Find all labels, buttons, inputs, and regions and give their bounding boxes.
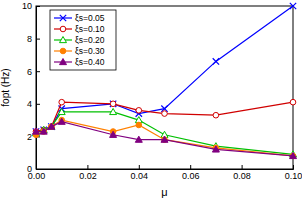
marker <box>110 101 116 107</box>
legend-marker <box>60 15 66 21</box>
marker <box>48 123 55 129</box>
tick-label: 4 <box>27 99 32 109</box>
plot: 0.000.020.040.060.080.100246810ξs=0.05ξs… <box>22 1 302 181</box>
tick-mark <box>36 71 40 72</box>
axis-line <box>37 165 294 170</box>
tick: 0 <box>27 164 40 174</box>
marker <box>110 101 116 107</box>
marker <box>213 112 219 118</box>
chart: 0.000.020.040.060.080.100246810ξs=0.05ξs… <box>0 0 302 199</box>
tick-mark <box>36 104 40 105</box>
marker <box>290 3 296 9</box>
series-line <box>36 122 293 156</box>
tick-label: 2 <box>27 132 32 142</box>
marker <box>136 108 142 114</box>
marker <box>290 152 297 158</box>
marker <box>41 129 47 135</box>
tick-label: 0.08 <box>233 171 251 181</box>
tick-mark <box>87 165 88 169</box>
legend: ξs=0.05ξs=0.10ξs=0.20ξs=0.30ξs=0.40 <box>50 10 116 70</box>
marker <box>49 124 55 130</box>
marker <box>49 124 55 130</box>
marker <box>135 136 142 142</box>
tick-mark <box>36 39 40 40</box>
x-axis-title: μ <box>161 186 167 198</box>
tick: 0.10 <box>285 165 302 181</box>
series-line <box>36 120 293 156</box>
legend-box <box>50 10 116 70</box>
tick: 10 <box>22 1 40 11</box>
tick-label: 10 <box>22 1 32 11</box>
marker <box>33 128 39 134</box>
legend-marker <box>60 48 66 54</box>
tick-label: 0.02 <box>79 171 97 181</box>
marker <box>110 108 117 114</box>
marker <box>213 58 219 64</box>
marker <box>48 123 55 129</box>
marker <box>290 99 296 105</box>
tick-label: 0 <box>27 164 32 174</box>
marker <box>40 128 47 134</box>
marks <box>33 3 297 159</box>
tick-mark <box>242 165 243 169</box>
y-axis-title: fopt (Hz) <box>0 68 11 106</box>
tick: 0.04 <box>131 165 149 181</box>
marker <box>161 136 168 142</box>
marker <box>162 137 168 143</box>
marker <box>33 129 39 135</box>
marker <box>212 146 219 152</box>
y-axis: 0 2 4 6 8 10 <box>22 1 40 174</box>
marker <box>110 131 117 137</box>
tick-label: 0.04 <box>131 171 149 181</box>
tick: 0.02 <box>79 165 97 181</box>
tick-label: 0.06 <box>182 171 200 181</box>
legend-marker <box>60 26 66 32</box>
tick: 4 <box>27 99 40 109</box>
marker <box>33 128 40 134</box>
marker <box>58 118 65 124</box>
legend-marker <box>60 37 67 43</box>
tick-label: 8 <box>27 34 32 44</box>
tick: 6 <box>27 67 40 77</box>
marker <box>162 111 168 117</box>
marker <box>290 153 296 159</box>
tick-label: 0.10 <box>285 171 302 181</box>
legend-marker <box>60 59 67 65</box>
marker <box>136 122 142 128</box>
tick-mark <box>293 165 294 169</box>
marker <box>58 108 65 114</box>
tick: 8 <box>27 34 40 44</box>
tick-label: 6 <box>27 67 32 77</box>
tick: 0.08 <box>233 165 251 181</box>
series-line <box>36 112 293 154</box>
tick-mark <box>190 165 191 169</box>
legend-label: ξs=0.40 <box>75 57 105 67</box>
axis-line <box>37 7 41 170</box>
tick-mark <box>36 169 40 170</box>
tick-mark <box>139 165 140 169</box>
series-line <box>36 6 293 132</box>
tick-mark <box>36 6 40 7</box>
series-line <box>36 102 293 131</box>
legend-label: ξs=0.10 <box>75 24 105 34</box>
marker <box>48 123 54 129</box>
x-axis: 0.000.020.040.060.080.10 <box>28 165 302 181</box>
marker <box>59 99 65 105</box>
legend-label: ξs=0.05 <box>75 13 105 23</box>
frame <box>36 6 293 169</box>
legend-label: ξs=0.20 <box>75 35 105 45</box>
legend-label: ξs=0.30 <box>75 46 105 56</box>
tick: 0.06 <box>182 165 200 181</box>
